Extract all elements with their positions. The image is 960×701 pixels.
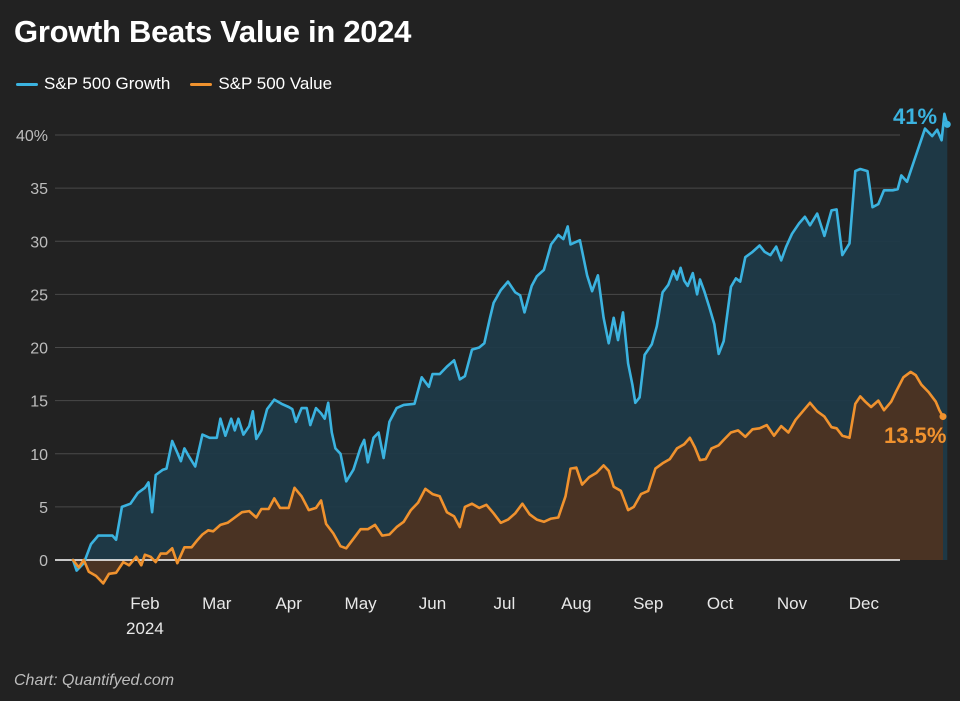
y-tick-label-20: 20 [30,341,48,358]
x-tick-label-may: May [345,594,378,613]
area-value [73,371,943,584]
end-marker-value [939,413,947,421]
y-tick-label-15: 15 [30,394,48,411]
y-tick-label-5: 5 [39,500,48,517]
legend-label-value: S&P 500 Value [218,74,333,93]
x-tick-label-apr: Apr [275,594,302,613]
y-tick-label-0: 0 [39,553,48,570]
x-tick-label-jul: Jul [494,594,516,613]
x-tick-label-nov: Nov [777,594,808,613]
x-tick-label-aug: Aug [561,594,591,613]
x-tick-label-dec: Dec [849,594,880,613]
y-tick-label-10: 10 [30,447,48,464]
legend: S&P 500 Growth S&P 500 Value [16,74,332,94]
end-label-value: 13.5% [884,423,946,448]
legend-swatch-value [190,82,213,86]
y-tick-label-40: 40% [16,128,48,145]
legend-swatch-growth [16,82,38,86]
x-tick-label-oct: Oct [707,594,734,613]
x-tick-label-feb: Feb [130,594,159,613]
y-tick-label-25: 25 [30,287,48,304]
end-label-growth: 41% [893,104,937,129]
series-line-value [71,370,945,585]
x-tick-sublabel-year: 2024 [126,619,164,638]
source-note: Chart: Quantifyed.com [14,672,175,689]
legend-item-growth: S&P 500 Growth [16,74,170,94]
x-tick-label-mar: Mar [202,594,232,613]
end-marker-growth [943,120,951,128]
x-tick-label-sep: Sep [633,594,663,613]
y-tick-label-30: 30 [30,234,48,251]
series-line-growth [71,112,949,572]
legend-item-value: S&P 500 Value [190,74,332,94]
chart-title: Growth Beats Value in 2024 [14,14,412,49]
legend-label-growth: S&P 500 Growth [44,74,171,93]
x-tick-label-jun: Jun [419,594,446,613]
y-tick-label-35: 35 [30,181,48,198]
